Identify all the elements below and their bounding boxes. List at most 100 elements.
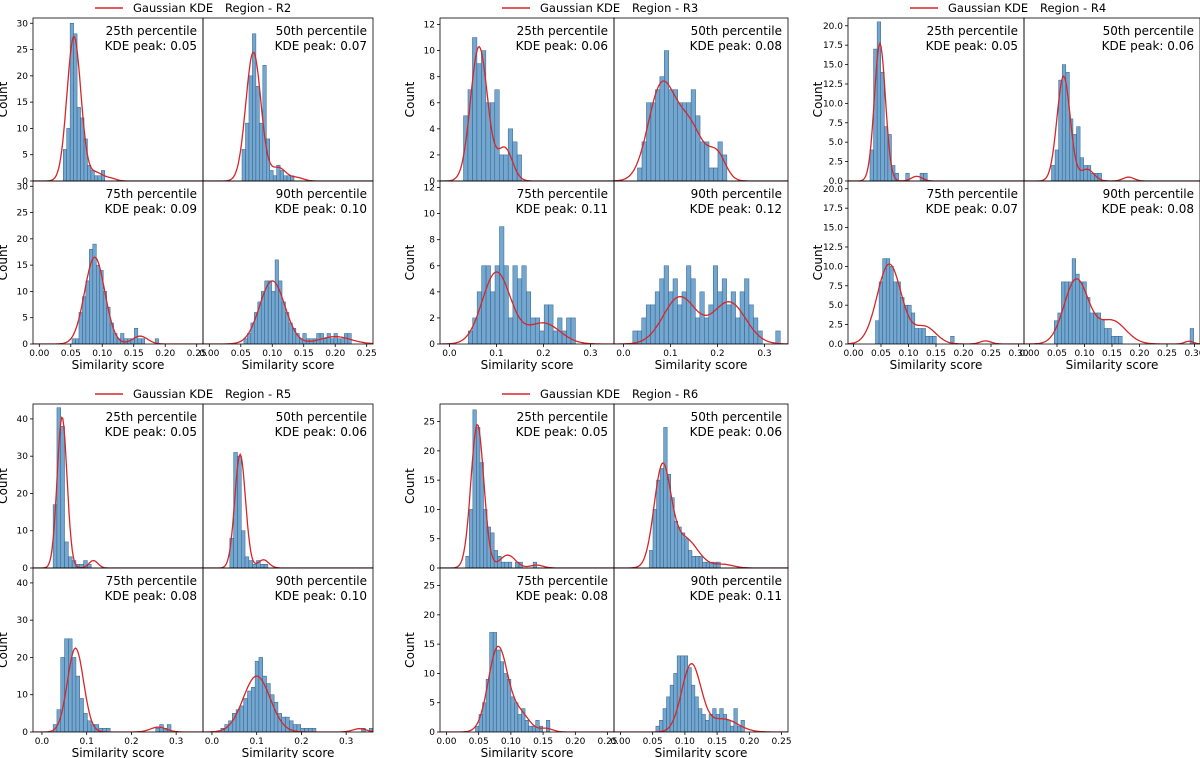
histogram-bar [333,333,338,344]
histogram-bar [476,427,481,568]
legend-kde-label: Gaussian KDE [540,1,620,15]
histogram-bar [137,338,142,344]
histogram-bar [68,638,73,732]
y-tick-label: 0 [22,564,28,574]
x-tick-label: 0.20 [953,349,973,359]
y-tick-label: 8 [429,236,435,246]
y-tick-label: 5 [22,314,28,324]
y-tick-label: 0 [429,177,435,187]
x-tick-label: 0.0 [35,737,50,747]
histogram-bar [1104,328,1109,344]
histogram-bar [681,291,687,344]
kde-peak-label: KDE peak: 0.08 [690,39,782,53]
percentile-label: 50th percentile [1103,24,1194,38]
kde-curve [33,36,203,181]
y-axis-title: Count [0,632,10,668]
x-tick-label: 0.20 [565,737,585,747]
histogram-bar [340,338,345,344]
histogram-bar [1118,335,1123,344]
x-tick-label: 0.25 [598,737,618,747]
histogram-bar [885,258,891,344]
histogram-bar [274,259,279,344]
y-tick-label: 10 [424,210,436,220]
histogram-bar [479,462,484,568]
histogram-bar [715,714,720,732]
histogram-bar [1075,273,1080,344]
x-tick-label: 0.15 [926,349,946,359]
histogram-bar [475,725,480,732]
y-tick-label: 2 [429,151,435,161]
histogram-bar [494,89,500,181]
histogram-bar [914,328,919,344]
kde-curve [203,452,373,568]
histogram-bar [539,330,545,344]
histogram-bar [255,86,260,181]
histogram-bar [672,278,678,344]
histogram-bar [663,265,669,344]
histogram-bar [476,291,482,344]
histogram-bar [889,266,894,344]
histogram-bar [681,102,687,181]
histogram-bar [260,564,265,568]
histogram-bar [911,312,916,344]
y-axis-title: Count [0,468,10,504]
legend-region-label: Region - R6 [632,387,698,401]
histogram-bar [239,705,244,732]
histogram-bar [730,291,736,344]
histogram-bar [514,702,519,732]
y-tick-label: 10 [424,505,436,515]
histogram-bar [241,530,246,568]
histogram-bar [705,561,710,568]
histogram-bar [925,335,930,344]
percentile-label: 25th percentile [517,410,608,424]
x-tick-label: 0.00 [199,349,219,359]
histogram-bar [739,291,745,344]
y-tick-label: 0 [429,340,435,350]
histogram-bar [744,278,750,344]
kde-curve [1024,278,1200,344]
y-tick-label: 0 [22,728,28,738]
histogram-bar [285,716,290,732]
kde-curve [848,263,1024,344]
histogram-bar [281,301,286,344]
histogram-bar [79,698,84,732]
histogram-bar [279,170,284,181]
kde-peak-label: KDE peak: 0.11 [516,202,608,216]
y-tick-label: 0 [22,177,28,187]
x-tick-label: 0.20 [1129,349,1149,359]
y-tick-label: 20 [17,235,29,245]
kde-peak-label: KDE peak: 0.05 [926,39,1018,53]
histogram-bar [244,556,250,568]
y-tick-label: 17.5 [823,204,843,214]
histogram-bar [884,126,889,181]
histogram-bar [1086,297,1091,344]
histogram-bar [538,725,544,732]
y-axis-title: Count [811,244,825,280]
histogram-bar [923,172,928,181]
x-tick-label: 0.2 [124,737,138,747]
kde-peak-label: KDE peak: 0.06 [275,425,367,439]
histogram-bar [705,720,710,732]
y-tick-label: 0 [22,340,28,350]
histogram-bar [676,655,681,732]
histogram-bar [686,265,692,344]
x-tick-label: 0.15 [1102,349,1122,359]
histogram-bar [263,564,269,568]
histogram-bar [534,317,540,344]
x-axis-title: Similarity score [655,746,748,758]
histogram-bar [652,509,657,568]
kde-peak-label: KDE peak: 0.06 [690,425,782,439]
kde-curve [614,462,788,568]
kde-peak-label: KDE peak: 0.10 [275,202,367,216]
legend-kde-label: Gaussian KDE [133,387,213,401]
histogram-bar [521,265,527,344]
histogram-bar [681,532,686,568]
x-tick-label: 0.05 [61,349,81,359]
x-tick-label: 0.30 [1184,349,1200,359]
percentile-label: 90th percentile [276,187,367,201]
